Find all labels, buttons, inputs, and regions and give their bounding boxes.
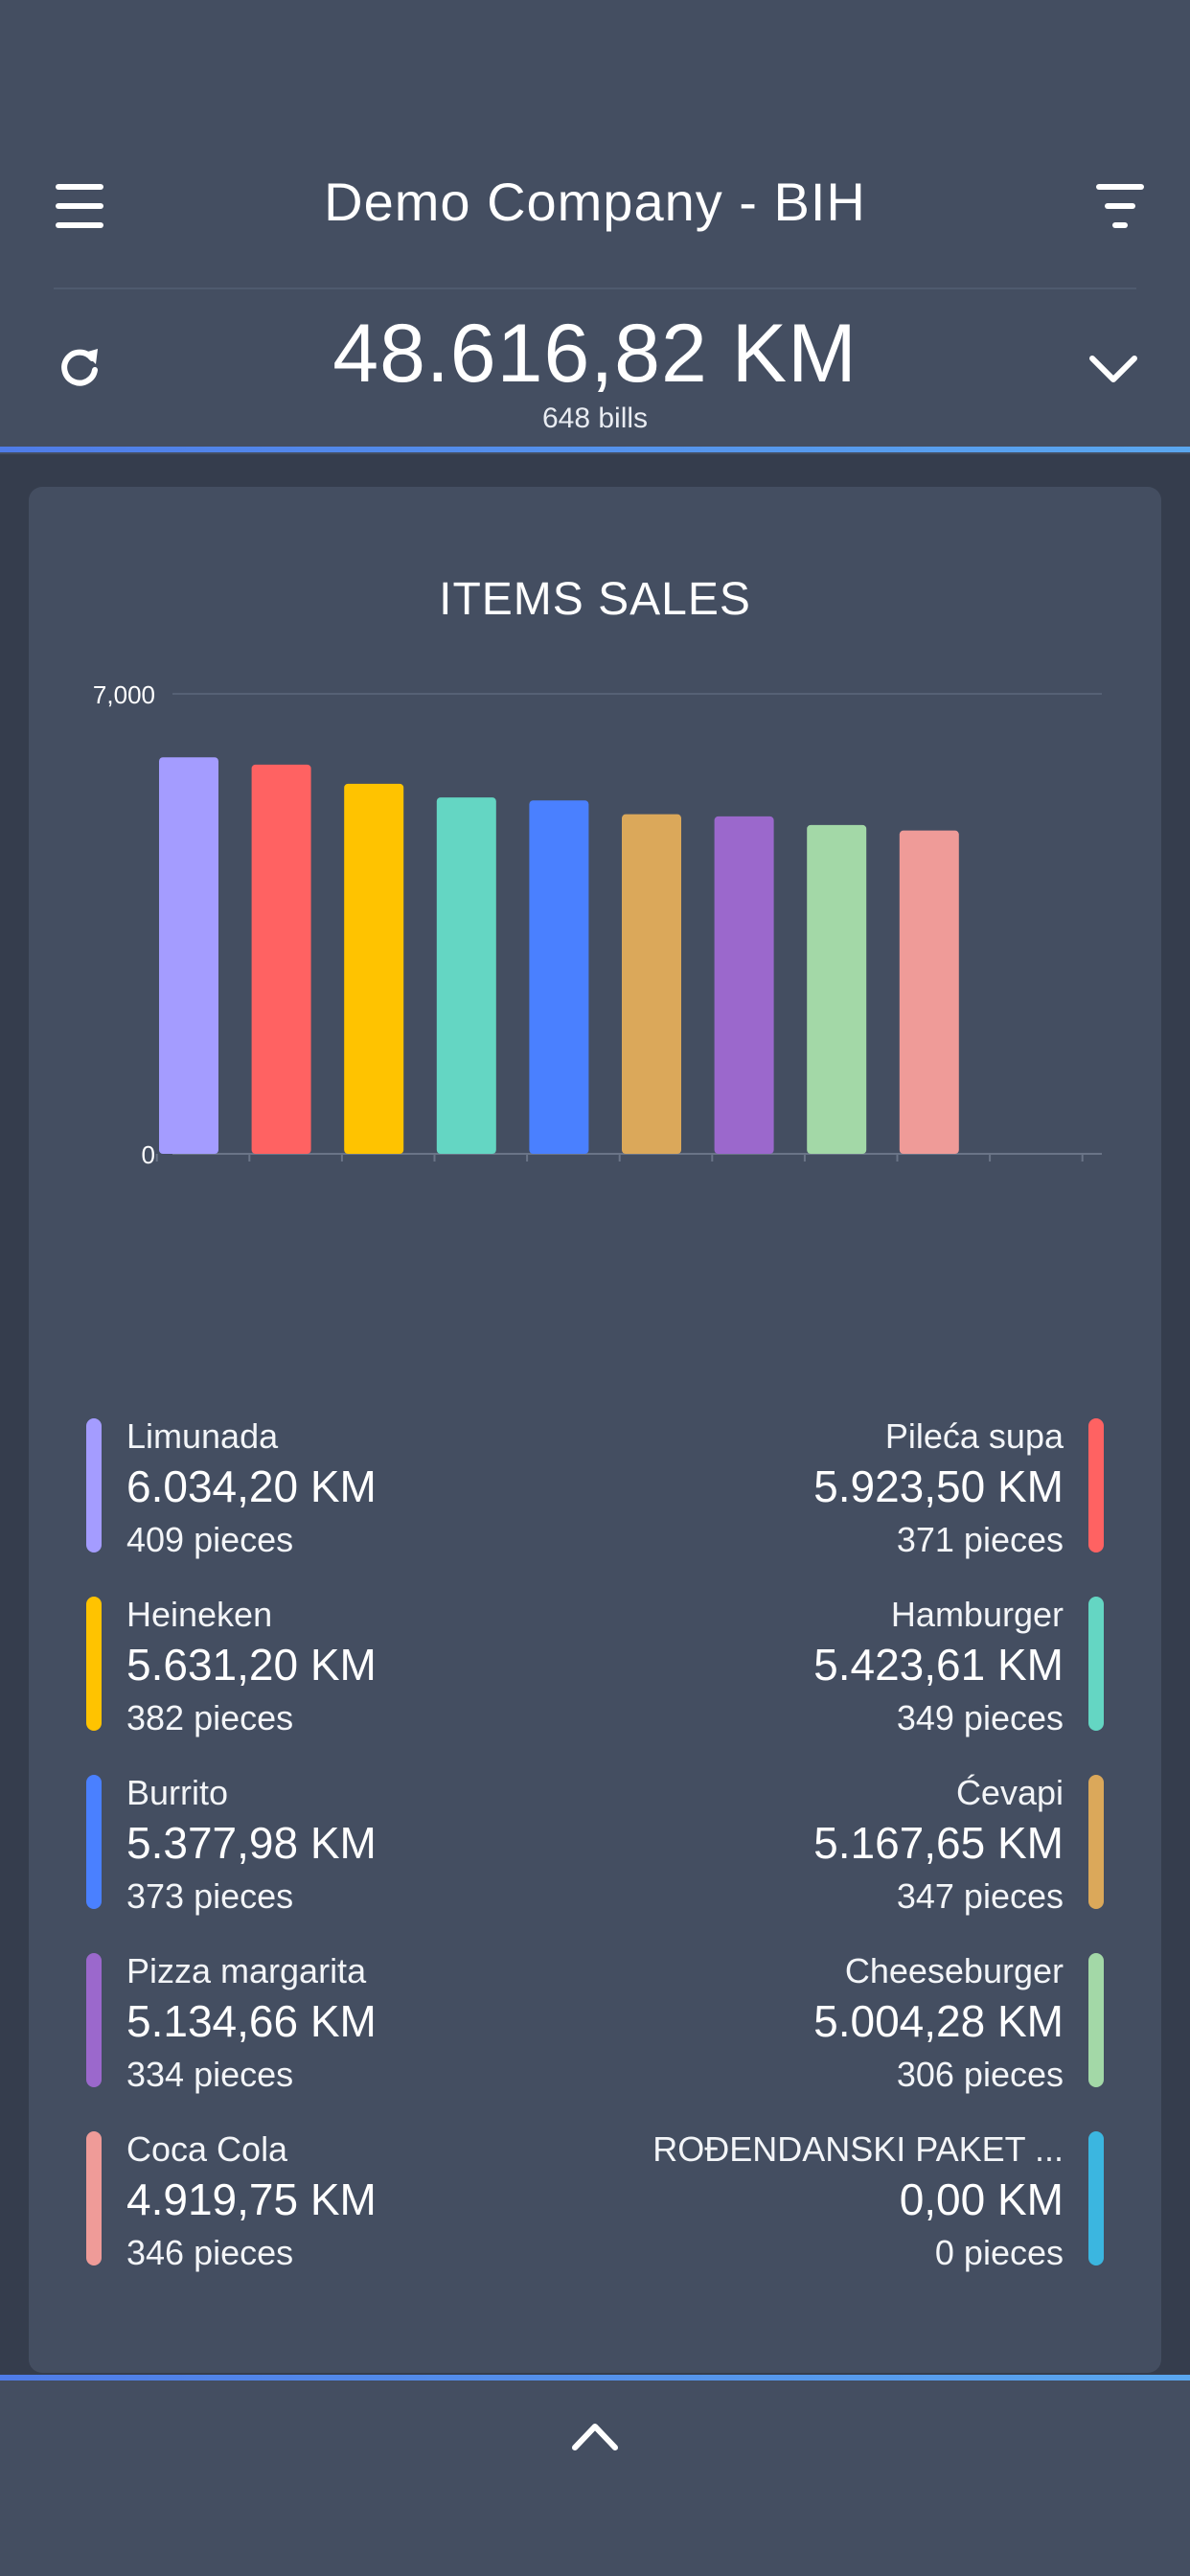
legend-color-bar <box>86 2131 102 2266</box>
legend-item-name: Heineken <box>126 1595 273 1634</box>
hamburger-menu-icon-line <box>56 203 103 209</box>
legend-item-amount: 5.167,65 KM <box>813 1818 1064 1868</box>
hamburger-menu-icon <box>56 184 103 190</box>
hamburger-menu-icon-line <box>56 222 103 228</box>
legend-color-bar <box>86 1775 102 1909</box>
legend-color-bar <box>1088 1418 1104 1552</box>
legend-item-amount: 5.631,20 KM <box>126 1640 377 1690</box>
legend-color-bar <box>86 1418 102 1552</box>
legend-color-bar <box>1088 2131 1104 2266</box>
legend-item-name: Cheeseburger <box>844 1951 1064 1990</box>
legend-color-bar <box>1088 1775 1104 1909</box>
app-header: Demo Company - BIH 48.616,82 KM 648 bill… <box>0 0 1190 450</box>
legend-item-pieces: 409 pieces <box>126 1520 294 1559</box>
legend-item-amount: 6.034,20 KM <box>126 1461 377 1511</box>
card-title: ITEMS SALES <box>439 574 751 625</box>
legend-color-bar <box>1088 1597 1104 1731</box>
legend-item[interactable]: Cheeseburger 5.004,28 KM 306 pieces <box>567 1951 1104 2095</box>
bar-3[interactable] <box>436 797 496 1154</box>
legend-item-name: Pileća supa <box>884 1416 1064 1456</box>
legend-item[interactable]: Coca Cola 4.919,75 KM 346 pieces <box>86 2129 623 2273</box>
legend-item-pieces: 371 pieces <box>896 1520 1064 1559</box>
legend-color-bar <box>86 1953 102 2087</box>
total-amount: 48.616,82 KM <box>332 308 858 400</box>
header-divider <box>54 288 1136 289</box>
chevron-down-icon <box>1089 356 1137 382</box>
legend-item-amount: 5.377,98 KM <box>126 1818 377 1868</box>
legend-item-pieces: 349 pieces <box>896 1698 1064 1737</box>
collapse-button[interactable] <box>569 2417 621 2455</box>
legend-item-name: Ćevapi <box>955 1773 1064 1812</box>
legend-item-name: Coca Cola <box>126 2129 288 2169</box>
items-sales-chart: 7,000 0 <box>93 680 1102 1169</box>
footer-accent-line <box>0 2375 1190 2380</box>
legend-item-amount: 5.423,61 KM <box>813 1640 1064 1690</box>
filter-button[interactable] <box>1096 182 1144 232</box>
filter-icon-line <box>1112 222 1128 228</box>
legend-item-name: Hamburger <box>890 1595 1064 1634</box>
bar-7[interactable] <box>807 824 867 1154</box>
legend-item-pieces: 306 pieces <box>896 2055 1064 2094</box>
app-footer <box>0 2382 1190 2576</box>
legend-item[interactable]: Pizza margarita 5.134,66 KM 334 pieces <box>86 1951 623 2095</box>
filter-icon <box>1096 184 1144 190</box>
legend-item[interactable]: ROĐENDANSKI PAKET ... 0,00 KM 0 pieces <box>567 2129 1104 2273</box>
legend-color-bar <box>1088 1953 1104 2087</box>
legend-item[interactable]: Heineken 5.631,20 KM 382 pieces <box>86 1595 623 1738</box>
legend-item-pieces: 373 pieces <box>126 1876 294 1916</box>
bar-5[interactable] <box>622 814 681 1154</box>
legend-item-pieces: 0 pieces <box>934 2233 1064 2272</box>
legend-item-pieces: 382 pieces <box>126 1698 294 1737</box>
bar-6[interactable] <box>714 816 774 1154</box>
refresh-icon <box>61 349 98 386</box>
legend-item-name: Pizza margarita <box>126 1951 367 1990</box>
bar-8[interactable] <box>899 830 959 1154</box>
bar-1[interactable] <box>251 764 311 1154</box>
legend-item-amount: 0,00 KM <box>899 2174 1064 2224</box>
legend-item[interactable]: Limunada 6.034,20 KM 409 pieces <box>86 1416 623 1560</box>
legend-item[interactable]: Hamburger 5.423,61 KM 349 pieces <box>567 1595 1104 1738</box>
legend-item-amount: 4.919,75 KM <box>126 2174 377 2224</box>
bills-count: 648 bills <box>541 402 649 434</box>
header-accent-line <box>0 447 1190 452</box>
legend-color-bar <box>86 1597 102 1731</box>
legend-item-name: ROĐENDANSKI PAKET ... <box>652 2129 1064 2169</box>
chart-bars <box>159 757 959 1154</box>
items-sales-card: ITEMS SALES 7,000 0 Limunada 6.034,20 KM 4… <box>29 487 1161 2373</box>
legend-item[interactable]: Burrito 5.377,98 KM 373 pieces <box>86 1773 623 1917</box>
chevron-up-icon <box>572 2424 618 2450</box>
legend-item-amount: 5.134,66 KM <box>126 1996 377 2046</box>
legend-item-name: Limunada <box>126 1416 279 1456</box>
legend-item-name: Burrito <box>126 1773 229 1812</box>
bar-4[interactable] <box>529 800 589 1154</box>
legend-item-pieces: 346 pieces <box>126 2233 294 2272</box>
y-tick-label-min: 0 <box>142 1140 155 1169</box>
legend-item[interactable]: Ćevapi 5.167,65 KM 347 pieces <box>567 1773 1104 1917</box>
legend-item-amount: 5.004,28 KM <box>813 1996 1064 2046</box>
chart-x-ticks <box>155 1154 1084 1162</box>
y-tick-label-max: 7,000 <box>93 680 155 709</box>
legend-item-amount: 5.923,50 KM <box>813 1461 1064 1511</box>
company-title[interactable]: Demo Company - BIH <box>324 172 866 232</box>
bar-0[interactable] <box>159 757 218 1154</box>
bar-2[interactable] <box>344 783 404 1154</box>
legend-item-pieces: 347 pieces <box>896 1876 1064 1916</box>
expand-button[interactable] <box>1087 349 1140 387</box>
legend-item[interactable]: Pileća supa 5.923,50 KM 371 pieces <box>567 1416 1104 1560</box>
menu-button[interactable] <box>56 182 103 230</box>
filter-icon-line <box>1105 203 1135 209</box>
legend-item-pieces: 334 pieces <box>126 2055 294 2094</box>
refresh-button[interactable] <box>56 343 103 391</box>
